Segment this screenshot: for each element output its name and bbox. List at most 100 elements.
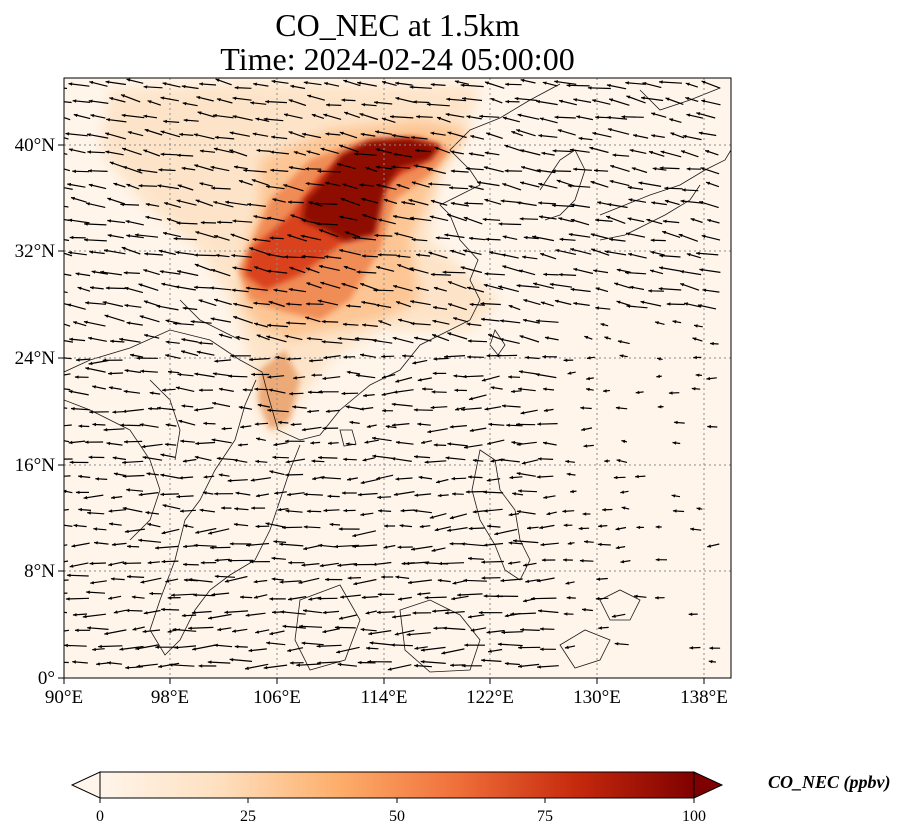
wind-arrow-head: [53, 320, 57, 323]
wind-arrow-head: [435, 236, 440, 240]
wind-arrow-head: [494, 532, 499, 536]
lat-tick-label: 40°N: [15, 135, 56, 156]
wind-arrow-head: [200, 220, 205, 225]
wind-arrow: [420, 660, 446, 664]
wind-arrow-head: [136, 356, 140, 360]
wind-arrow-head: [542, 81, 547, 85]
wind-arrow-head: [176, 199, 181, 203]
wind-arrow: [659, 266, 682, 272]
wind-arrow-head: [395, 575, 400, 579]
wind-arrow-head: [483, 166, 488, 170]
wind-arrow-head: [271, 556, 276, 561]
wind-arrow-head: [217, 627, 222, 632]
wind-arrow-head: [709, 646, 713, 650]
wind-arrow-head: [699, 268, 704, 272]
wind-arrow-head: [376, 610, 381, 615]
wind-arrow-head: [447, 213, 451, 217]
wind-arrow-head: [430, 199, 435, 204]
wind-arrow: [64, 560, 69, 563]
wind-arrow-head: [257, 403, 262, 408]
wind-arrow-head: [342, 183, 347, 187]
wind-arrow-head: [67, 303, 72, 307]
wind-arrow-head: [199, 149, 204, 153]
wind-arrow-head: [213, 147, 218, 151]
colorbar-tick-label: 75: [537, 808, 553, 825]
wind-arrow-head: [504, 613, 509, 618]
wind-arrow-head: [400, 508, 405, 513]
wind-arrow-head: [316, 644, 321, 648]
wind-arrow-head: [525, 579, 530, 583]
wind-arrow-head: [255, 494, 260, 498]
wind-arrow-head: [428, 182, 432, 186]
wind-arrow-head: [697, 304, 702, 308]
wind-arrow-head: [255, 459, 260, 464]
wind-arrow-head: [84, 222, 88, 226]
wind-arrow-head: [339, 144, 344, 148]
wind-arrow-head: [508, 305, 513, 309]
wind-arrow-head: [88, 361, 93, 366]
wind-arrow-head: [420, 648, 425, 652]
wind-arrow-head: [145, 215, 150, 220]
wind-arrow-head: [500, 578, 505, 583]
wind-arrow-head: [138, 184, 143, 188]
wind-arrow-head: [430, 82, 435, 87]
wind-arrow-head: [179, 132, 183, 137]
wind-arrow: [438, 562, 465, 565]
wind-arrow-head: [664, 186, 669, 190]
wind-arrow-head: [196, 96, 201, 100]
wind-arrow-head: [468, 185, 473, 189]
wind-arrow-head: [487, 524, 491, 528]
wind-arrow-head: [339, 616, 343, 620]
wind-arrow-head: [256, 334, 261, 338]
wind-arrow-head: [52, 271, 56, 274]
lat-tick-label: 8°N: [24, 561, 55, 582]
wind-arrow-head: [518, 370, 523, 374]
wind-arrow-head: [485, 237, 490, 242]
wind-arrow-head: [536, 475, 541, 479]
wind-arrow: [138, 539, 162, 543]
wind-arrow-head: [393, 390, 398, 394]
wind-arrow-head: [284, 113, 288, 117]
wind-arrow-head: [414, 336, 418, 340]
wind-arrow-head: [701, 80, 706, 84]
wind-arrow-head: [582, 512, 587, 516]
wind-arrow-head: [107, 219, 112, 223]
wind-arrow-head: [688, 612, 693, 616]
wind-arrow-head: [319, 229, 323, 233]
wind-arrow-head: [183, 544, 187, 549]
wind-arrow-head: [176, 153, 181, 157]
wind-arrow-head: [484, 198, 489, 203]
wind-arrow-head: [138, 538, 142, 543]
wind-arrow-head: [447, 281, 452, 285]
wind-arrow: [494, 528, 518, 535]
wind-arrow-head: [344, 111, 349, 116]
wind-arrow: [301, 642, 324, 646]
wind-arrow: [536, 320, 559, 323]
wind-arrow-head: [521, 461, 526, 465]
wind-arrow-head: [655, 525, 660, 529]
wind-arrow-head: [381, 117, 386, 121]
wind-arrow-head: [570, 203, 575, 207]
wind-arrow-head: [138, 283, 143, 287]
wind-arrow-head: [659, 166, 664, 170]
wind-arrow-head: [609, 237, 613, 242]
wind-arrow-head: [160, 453, 165, 457]
wind-arrow-head: [322, 426, 327, 430]
wind-arrow-head: [234, 86, 239, 90]
wind-arrow-head: [691, 387, 696, 391]
wind-arrow-head: [501, 253, 506, 257]
wind-arrow-head: [352, 236, 357, 240]
wind-arrow-head: [488, 422, 493, 427]
wind-arrow-head: [536, 319, 540, 323]
wind-arrow-head: [66, 573, 71, 578]
wind-arrow-head: [90, 114, 95, 118]
wind-arrow-head: [65, 132, 70, 136]
lon-tick-label: 138°E: [680, 687, 728, 708]
wind-arrow-head: [83, 495, 88, 500]
wind-arrow-head: [126, 183, 131, 188]
wind-arrow-head: [341, 491, 346, 495]
wind-arrow-head: [433, 357, 438, 361]
wind-arrow-head: [272, 455, 277, 460]
wind-arrow-head: [68, 389, 73, 394]
wind-arrow-head: [325, 577, 329, 582]
